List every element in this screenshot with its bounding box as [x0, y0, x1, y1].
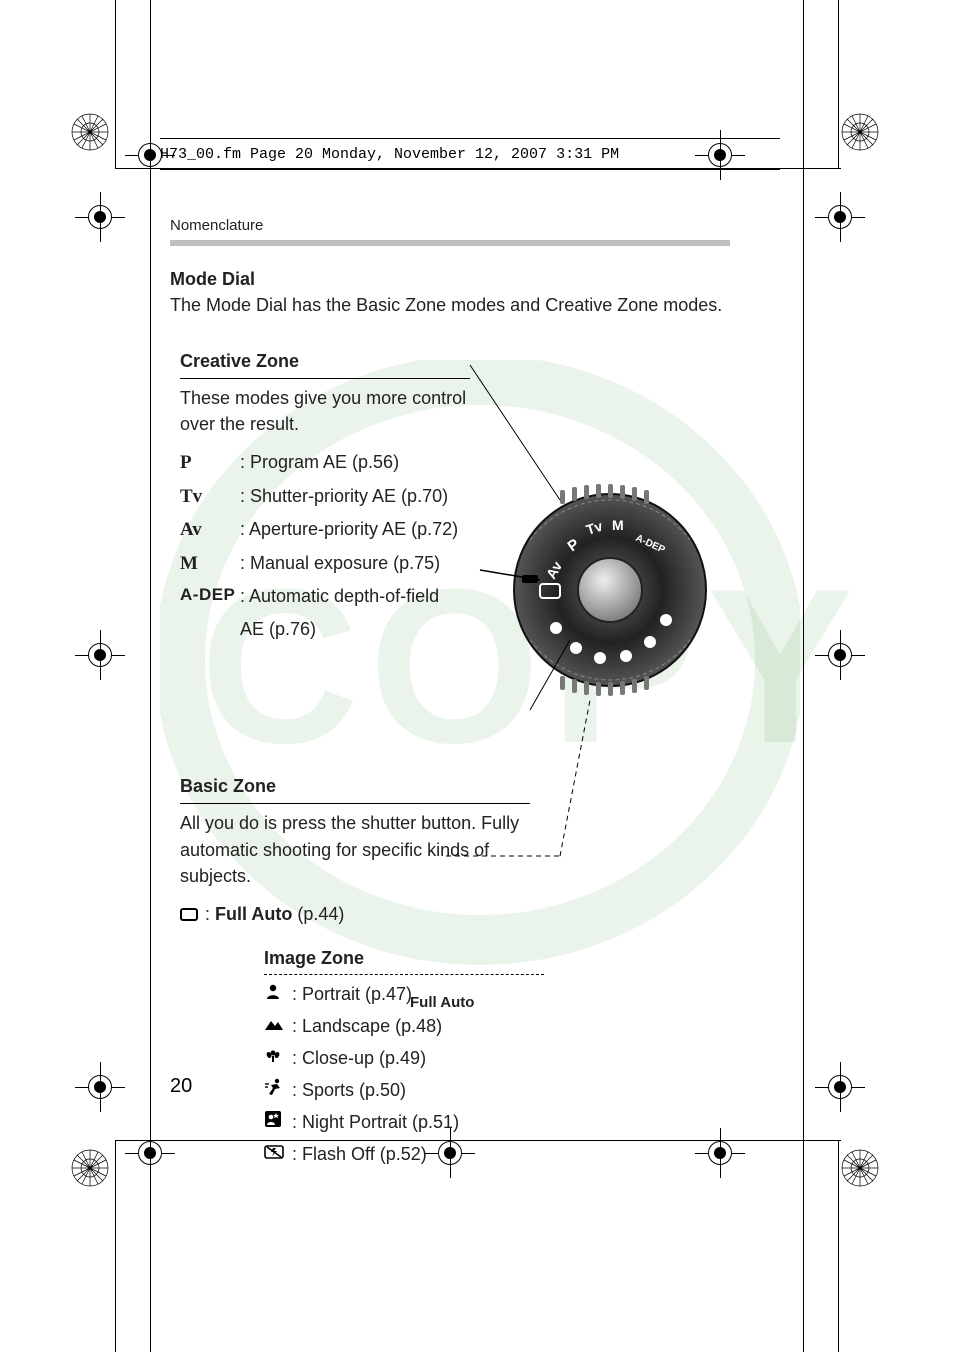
iz-label: : Flash Off (p.52)	[292, 1141, 427, 1167]
creative-zone-heading: Creative Zone	[180, 348, 470, 379]
iz-row: : Portrait (p.47)	[264, 981, 544, 1007]
mode-label: : Manual exposure (p.75)	[240, 550, 440, 576]
iz-row: : Close-up (p.49)	[264, 1045, 544, 1071]
closeup-icon	[264, 1045, 292, 1071]
mode-symbol-adep: A-DEP	[180, 583, 240, 608]
mode-row: Av : Aperture-priority AE (p.72)	[180, 516, 470, 544]
landscape-icon	[264, 1013, 292, 1039]
reg-starburst-bl	[70, 1148, 110, 1188]
mode-dial-title: Mode Dial	[170, 266, 750, 292]
reg-cross	[815, 630, 865, 680]
full-auto-row: : Full Auto (p.44)	[180, 901, 530, 927]
mode-dial-desc: The Mode Dial has the Basic Zone modes a…	[170, 292, 750, 318]
mode-symbol-p: P	[180, 449, 240, 477]
reg-starburst-tr	[840, 112, 880, 152]
rect-icon	[180, 908, 198, 921]
iz-row: : Flash Off (p.52)	[264, 1141, 544, 1167]
iz-row: : Sports (p.50)	[264, 1077, 544, 1103]
mode-row: P : Program AE (p.56)	[180, 449, 470, 477]
frame-line	[838, 0, 839, 168]
sports-icon	[264, 1077, 292, 1103]
image-zone-heading: Image Zone	[264, 945, 544, 975]
basic-zone-heading: Basic Zone	[180, 773, 530, 804]
file-header: H73_00.fm Page 20 Monday, November 12, 2…	[160, 140, 780, 168]
mode-dial-graphic: P Tv M A-DEP Av	[500, 480, 720, 700]
iz-label: : Portrait (p.47)	[292, 981, 412, 1007]
reg-starburst-br	[840, 1148, 880, 1188]
mode-row: A-DEP : Automatic depth-of-field	[180, 583, 470, 609]
mode-symbol-m: M	[180, 550, 240, 578]
mode-label: : Automatic depth-of-field	[240, 583, 439, 609]
mode-row: Tv : Shutter-priority AE (p.70)	[180, 483, 470, 511]
frame-line	[150, 0, 151, 1352]
iz-label: : Night Portrait (p.51)	[292, 1109, 459, 1135]
mode-label: : Aperture-priority AE (p.72)	[240, 516, 458, 542]
frame-line	[838, 1140, 839, 1352]
frame-line	[115, 0, 116, 168]
mode-symbol-av: Av	[180, 516, 240, 544]
iz-label: : Landscape (p.48)	[292, 1013, 442, 1039]
reg-cross	[75, 192, 125, 242]
reg-starburst-tl	[70, 112, 110, 152]
iz-row: : Night Portrait (p.51)	[264, 1109, 544, 1135]
svg-text:M: M	[612, 517, 624, 533]
mode-label-cont: AE (p.76)	[240, 616, 470, 642]
full-auto-page: (p.44)	[297, 904, 344, 924]
creative-zone-desc: These modes give you more control over t…	[180, 385, 470, 437]
reg-cross	[75, 1062, 125, 1112]
section-label: Nomenclature	[170, 215, 750, 237]
flash-off-icon	[264, 1141, 292, 1167]
mode-symbol-tv: Tv	[180, 483, 240, 511]
file-header-text: H73_00.fm Page 20 Monday, November 12, 2…	[160, 146, 619, 163]
mode-label: : Shutter-priority AE (p.70)	[240, 483, 448, 509]
mode-label: : Program AE (p.56)	[240, 449, 399, 475]
iz-label: : Close-up (p.49)	[292, 1045, 426, 1071]
night-portrait-icon	[264, 1109, 292, 1135]
basic-zone-desc: All you do is press the shutter button. …	[180, 810, 530, 888]
reg-cross	[815, 192, 865, 242]
frame-line	[803, 0, 804, 1352]
portrait-icon	[264, 981, 292, 1007]
iz-row: : Landscape (p.48)	[264, 1013, 544, 1039]
full-auto-label: Full Auto	[215, 904, 292, 924]
iz-label: : Sports (p.50)	[292, 1077, 406, 1103]
reg-cross	[75, 630, 125, 680]
reg-cross	[815, 1062, 865, 1112]
frame-line	[115, 1140, 116, 1352]
section-divider	[170, 240, 730, 246]
mode-row: M : Manual exposure (p.75)	[180, 550, 470, 578]
